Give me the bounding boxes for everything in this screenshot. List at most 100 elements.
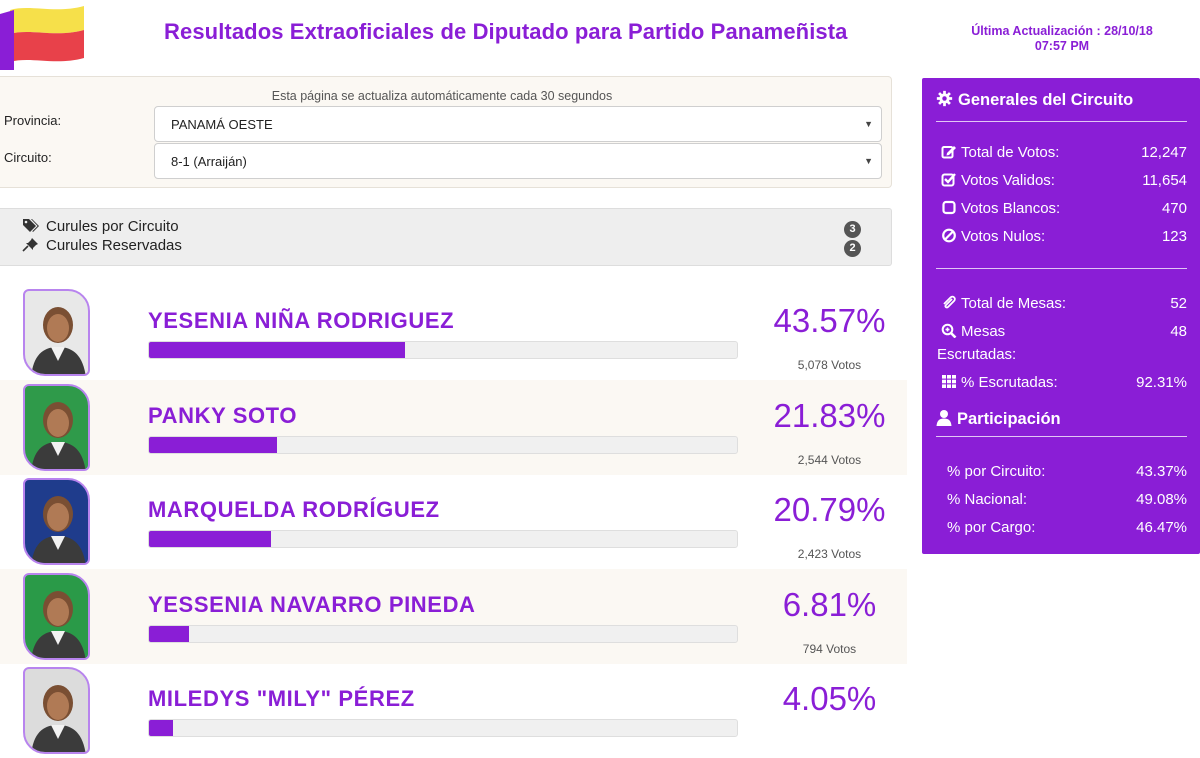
avatar-icon [31,307,86,374]
zoom-in-icon [941,323,957,339]
vote-bar-fill [149,531,272,547]
curules-por-circuito-badge: 3 [844,221,861,238]
candidate-photo [23,478,90,565]
por-cargo-value: 46.47% [1136,519,1187,536]
vote-bar-track [148,719,738,737]
total-mesas-label: Total de Mesas: [961,295,1067,312]
circuito-selected-value: 8-1 (Arraiján) [171,154,247,169]
candidate-row: MARQUELDA RODRÍGUEZ 20.79% 2,423 Votos [0,474,907,569]
candidate-row: YESENIA NIÑA RODRIGUEZ 43.57% 5,078 Votos [0,285,907,380]
page-title: Resultados Extraoficiales de Diputado pa… [164,19,848,44]
total-mesas-value: 52 [1170,295,1187,312]
votos-blancos-value: 470 [1161,200,1187,217]
participacion-title: Participación [957,410,1061,428]
candidate-name: YESSENIA NAVARRO PINEDA [148,591,476,617]
vote-bar-track [148,341,738,359]
square-outline-icon [942,200,956,215]
user-icon [936,410,952,426]
check-square-icon [941,173,956,187]
provincia-label: Provincia: [4,113,62,128]
mesas-escrutadas-label: Mesas [961,323,1006,340]
votos-blancos-label: Votos Blancos: [961,200,1061,217]
candidate-row: YESSENIA NAVARRO PINEDA 6.81% 794 Votos [0,568,907,664]
candidate-percent: 6.81% [782,585,877,623]
provincia-selected-value: PANAMÁ OESTE [171,117,273,132]
por-circuito-label: % por Circuito: [947,463,1046,480]
candidate-name: PANKY SOTO [148,402,298,428]
curules-por-circuito-row: Curules por Circuito [22,218,179,235]
ban-icon [942,228,956,243]
filters-panel: Esta página se actualiza automáticamente… [0,76,892,188]
curules-reservadas-row: Curules Reservadas [22,237,182,254]
vote-bar-track [148,624,738,643]
tags-icon [23,219,39,232]
candidate-name: MARQUELDA RODRÍGUEZ [148,497,440,522]
participacion-heading: Participación [936,409,1061,429]
vote-bar-fill [149,342,406,358]
vote-bar-fill [149,436,278,453]
votos-nulos-label: Votos Nulos: [961,228,1046,245]
candidate-percent: 43.57% [773,302,886,339]
candidate-row: MILEDYS "MILY" PÉREZ 4.05% [0,663,907,758]
candidate-photo [23,572,90,660]
grid-icon [942,375,956,388]
auto-refresh-note: Esta página se actualiza automáticamente… [271,89,613,103]
curules-reservadas-badge: 2 [844,240,861,257]
candidate-percent: 20.79% [773,491,886,528]
circuit-summary-panel: Generales del Circuito Total de Votos: 1… [922,78,1200,554]
edit-icon [941,146,956,159]
party-flag-logo [0,6,84,70]
candidate-votes: 794 Votos [802,641,857,656]
candidate-row: PANKY SOTO 21.83% 2,544 Votos [0,379,907,475]
generales-heading: Generales del Circuito [936,90,1133,110]
paperclip-icon [943,295,956,309]
gear-icon [936,90,953,107]
candidate-name: MILEDYS "MILY" PÉREZ [148,686,415,711]
pct-escrutadas-value: 92.31% [1136,374,1187,391]
candidate-votes: 2,423 Votos [797,547,862,561]
circuito-select[interactable]: 8-1 (Arraiján) ▼ [154,143,882,179]
pushpin-icon [22,238,38,252]
total-votos-label: Total de Votos: [961,144,1060,161]
candidate-name: YESENIA NIÑA RODRIGUEZ [148,308,455,333]
divider [936,121,1187,122]
candidate-percent: 21.83% [773,396,886,434]
por-circuito-value: 43.37% [1136,463,1187,480]
vote-bar-fill [149,720,173,736]
circuito-label: Circuito: [4,150,52,165]
candidate-photo [23,383,90,471]
generales-title: Generales del Circuito [958,91,1134,109]
avatar-icon [31,401,86,469]
last-update-label: Última Actualización : 28/10/18 [971,24,1153,38]
votos-validos-label: Votos Validos: [961,172,1055,189]
avatar-icon [31,496,86,563]
candidate-votes: 5,078 Votos [797,358,862,372]
votos-nulos-value: 123 [1161,228,1187,245]
candidate-votes: 2,544 Votos [797,452,862,467]
votos-validos-value: 11,654 [1142,172,1187,189]
avatar-icon [31,590,86,658]
curules-panel: Curules por Circuito Curules Reservadas … [0,208,892,266]
candidate-percent: 4.05% [782,680,877,717]
curules-por-circuito-label: Curules por Circuito [46,218,179,235]
last-update-time: 07:57 PM [1034,39,1090,53]
provincia-select[interactable]: PANAMÁ OESTE ▼ [154,106,882,142]
chevron-down-icon: ▼ [864,119,873,129]
mesas-escrutadas-value: 48 [1170,323,1187,340]
candidate-photo [23,289,90,376]
divider [936,268,1187,269]
pct-escrutadas-label: % Escrutadas: [961,374,1058,391]
nacional-value: 49.08% [1136,491,1187,508]
total-votos-value: 12,247 [1141,144,1187,161]
por-cargo-label: % por Cargo: [947,519,1036,536]
last-update: Última Actualización : 28/10/18 07:57 PM [960,24,1164,54]
vote-bar-fill [149,625,190,642]
candidate-photo [23,667,90,754]
chevron-down-icon: ▼ [864,156,873,166]
vote-bar-track [148,435,738,454]
vote-bar-track [148,530,738,548]
divider [936,436,1187,437]
mesas-escrutadas-label-2: Escrutadas: [937,346,1017,363]
avatar-icon [31,685,86,752]
nacional-label: % Nacional: [947,491,1028,508]
